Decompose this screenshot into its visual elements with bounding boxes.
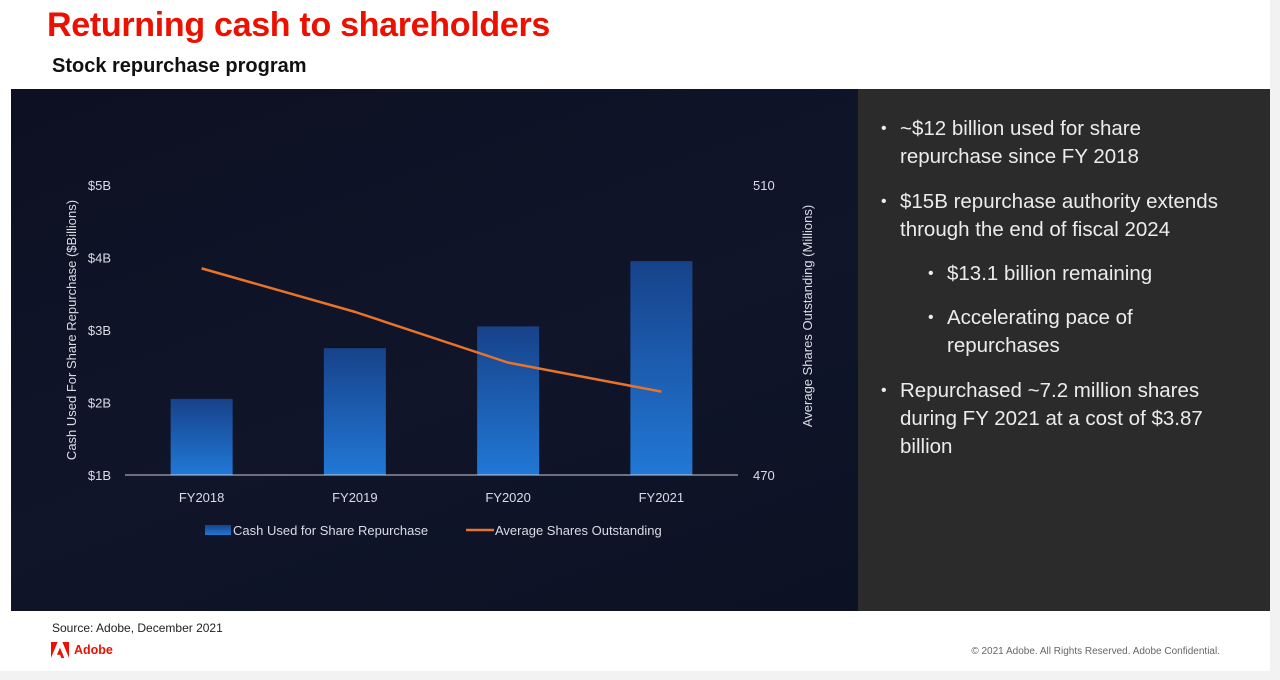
sub-bullet-item: • $13.1 billion remaining xyxy=(928,262,1153,285)
y-left-tick-label: $5B xyxy=(88,178,111,193)
y-right-axis-label: Average Shares Outstanding (Millions) xyxy=(800,205,815,427)
bullet-item: • $15B repurchase authority extends throu… xyxy=(881,190,1218,241)
legend: Cash Used for Share Repurchase Average S… xyxy=(205,523,662,538)
bar-fy2019 xyxy=(323,348,386,475)
average-shares-line xyxy=(201,267,662,393)
legend-bar-swatch xyxy=(205,525,231,535)
repurchase-chart: $1B $2B $3B $4B $5B 470 510 FY2018 FY2019 FY202… xyxy=(64,178,815,538)
y-left-tick-label: $3B xyxy=(88,323,111,338)
y-left-tick-label: $2B xyxy=(88,396,111,411)
source-note: Source: Adobe, December 2021 xyxy=(52,621,223,635)
bullet-item: • Repurchased ~7.2 million shares during … xyxy=(881,379,1203,458)
legend-line-label: Average Shares Outstanding xyxy=(495,523,662,538)
x-tick-label: FY2021 xyxy=(639,490,685,505)
adobe-logo-text: Adobe xyxy=(74,643,113,657)
adobe-logo: Adobe xyxy=(51,642,113,658)
copyright-notice: © 2021 Adobe. All Rights Reserved. Adobe… xyxy=(971,646,1220,657)
bar-fy2021 xyxy=(630,261,693,475)
chart-panel: $1B $2B $3B $4B $5B 470 510 FY2018 FY2019 FY202… xyxy=(11,89,858,611)
bar-fy2018 xyxy=(170,398,233,475)
page-title: Returning cash to shareholders xyxy=(47,6,550,44)
bullet-item: • ~$12 billion used for share repurchase … xyxy=(881,117,1142,168)
x-tick-label: FY2018 xyxy=(179,490,225,505)
adobe-logo-icon xyxy=(51,642,69,658)
bullet-panel: • ~$12 billion used for share repurchase … xyxy=(858,89,1270,611)
y-right-tick-label: 470 xyxy=(753,468,775,483)
legend-bar-label: Cash Used for Share Repurchase xyxy=(233,523,428,538)
y-right-tick-label: 510 xyxy=(753,178,775,193)
y-left-tick-label: $4B xyxy=(88,251,111,266)
x-tick-label: FY2019 xyxy=(332,490,378,505)
page-subtitle: Stock repurchase program xyxy=(52,55,307,77)
x-tick-label: FY2020 xyxy=(485,490,531,505)
y-left-tick-label: $1B xyxy=(88,468,111,483)
sub-bullet-item: • Accelerating pace of repurchases xyxy=(928,306,1133,357)
y-left-axis-label: Cash Used For Share Repurchase ($Billion… xyxy=(64,200,79,460)
bar-fy2020 xyxy=(477,326,540,475)
slide: Returning cash to shareholders Stock rep… xyxy=(0,0,1270,671)
